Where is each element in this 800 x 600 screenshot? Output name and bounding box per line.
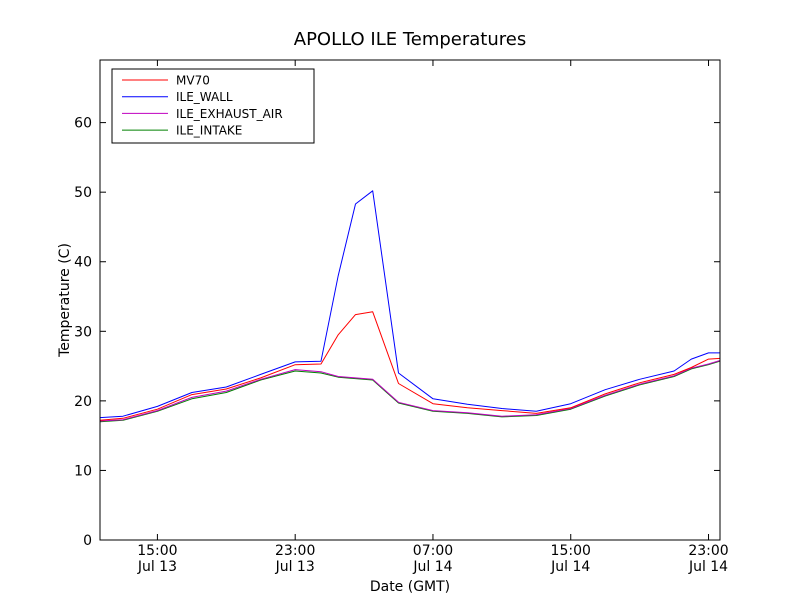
y-tick-label: 60 <box>74 116 92 132</box>
legend-label-ile-wall: ILE_WALL <box>176 90 233 104</box>
x-tick-label-date: Jul 13 <box>137 559 177 575</box>
series-line-ile-exhaust-air <box>99 360 721 422</box>
legend-label-ile-exhaust-air: ILE_EXHAUST_AIR <box>176 107 283 121</box>
y-tick-label: 10 <box>74 463 92 479</box>
legend-items: MV70 ILE_WALL ILE_EXHAUST_AIR ILE_INTAKE <box>122 74 283 138</box>
series-layer <box>99 190 721 423</box>
x-tick-label-time: 15:00 <box>137 543 177 559</box>
y-axis-label: Temperature (C) <box>57 243 73 358</box>
legend-label-mv70: MV70 <box>176 74 210 88</box>
y-tick-label: 30 <box>74 324 92 340</box>
y-tick-label: 0 <box>83 533 92 549</box>
x-axis-label: Date (GMT) <box>370 579 450 595</box>
x-tick-label-date: Jul 13 <box>275 559 315 575</box>
legend-label-ile-intake: ILE_INTAKE <box>176 124 242 138</box>
plot-area-frame <box>99 59 721 541</box>
legend-box <box>111 68 315 144</box>
x-tick-label-time: 15:00 <box>551 543 591 559</box>
x-tick-label-time: 23:00 <box>688 543 728 559</box>
series-line-ile-intake <box>99 360 721 423</box>
y-tick-label: 20 <box>74 394 92 410</box>
series-line-mv70 <box>99 311 721 421</box>
x-tick-label-date: Jul 14 <box>688 559 728 575</box>
y-tick-label: 40 <box>74 255 92 271</box>
y-tick-label: 50 <box>74 185 92 201</box>
legend: MV70 ILE_WALL ILE_EXHAUST_AIR ILE_INTAKE <box>111 68 315 144</box>
x-tick-label-date: Jul 14 <box>412 559 452 575</box>
chart-title: APOLLO ILE Temperatures <box>294 29 526 50</box>
x-tick-label-date: Jul 14 <box>550 559 590 575</box>
series-line-ile-wall <box>99 190 720 419</box>
x-tick-label-time: 23:00 <box>275 543 315 559</box>
x-tick-label-time: 07:00 <box>413 543 453 559</box>
